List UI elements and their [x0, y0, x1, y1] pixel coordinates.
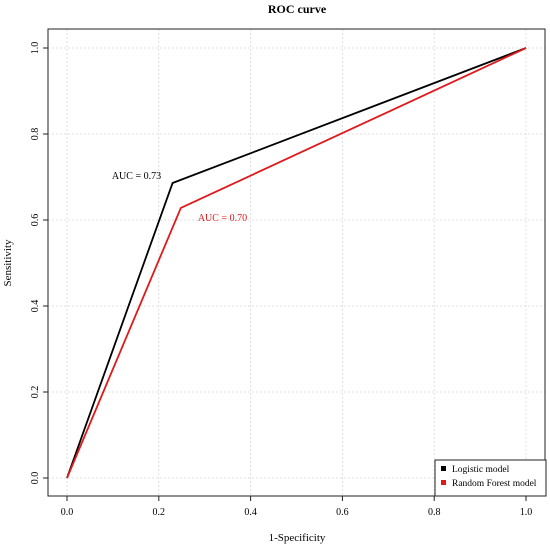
legend-label-logistic: Logistic model — [452, 465, 510, 475]
series-layer — [66, 47, 527, 479]
x-axis-label: 1-Specificity — [269, 532, 326, 544]
roc-line-logistic-model — [66, 47, 527, 479]
y-tick-label: 1.0 — [30, 42, 41, 55]
auc-annotation-logistic-model: AUC = 0.73 — [112, 171, 161, 182]
legend-box — [434, 459, 547, 497]
x-tick-label: 1.0 — [520, 507, 533, 518]
legend: Logistic model Random Forest model — [434, 459, 547, 497]
x-axis: 0.0 0.2 0.4 0.6 0.8 1.0 — [61, 496, 533, 518]
y-tick-label: 0.0 — [30, 472, 41, 485]
grid-lines — [48, 29, 545, 496]
y-tick-label: 0.2 — [30, 386, 41, 399]
y-tick-label: 0.8 — [30, 128, 41, 141]
annotation-layer: AUC = 0.73 AUC = 0.70 — [112, 171, 247, 224]
chart-title: ROC curve — [268, 2, 327, 16]
x-tick-label: 0.4 — [244, 507, 257, 518]
y-axis-label: Sensitivity — [2, 239, 14, 287]
x-tick-label: 0.0 — [61, 507, 74, 518]
auc-annotation-random-forest-model: AUC = 0.70 — [198, 213, 247, 224]
legend-swatch-random-forest — [441, 480, 446, 485]
x-tick-label: 0.6 — [336, 507, 349, 518]
x-tick-label: 0.8 — [428, 507, 441, 518]
roc-line-random-forest-model — [66, 47, 527, 479]
x-tick-label: 0.2 — [153, 507, 166, 518]
y-tick-label: 0.4 — [30, 300, 41, 313]
y-tick-label: 0.6 — [30, 214, 41, 227]
legend-swatch-logistic — [441, 466, 446, 471]
plot-frame — [47, 28, 546, 497]
legend-label-random-forest: Random Forest model — [452, 479, 537, 489]
y-axis: 0.0 0.2 0.4 0.6 0.8 1.0 — [30, 42, 48, 485]
